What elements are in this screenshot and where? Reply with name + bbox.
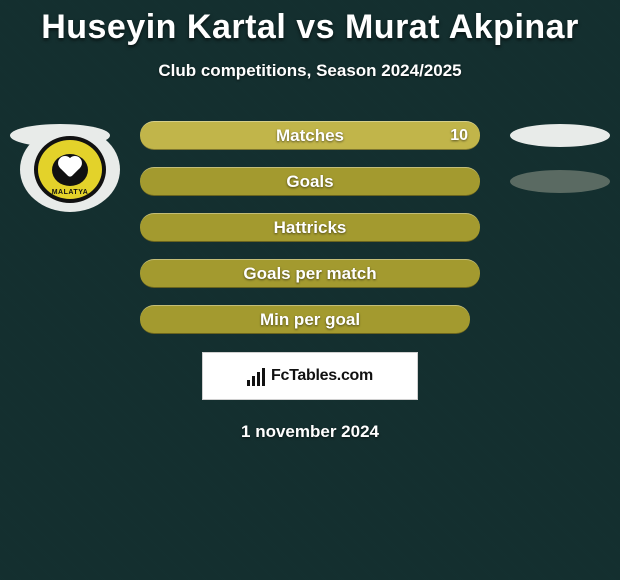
infographic-content: Huseyin Kartal vs Murat Akpinar Club com… (0, 0, 620, 580)
club-badge-left: MALATYA (20, 127, 120, 212)
subtitle: Club competitions, Season 2024/2025 (158, 61, 461, 81)
stat-bar-fill (140, 213, 480, 242)
fctables-logo-icon (247, 368, 265, 386)
stat-bar: Hattricks (140, 213, 480, 242)
player-right-marker (510, 170, 610, 193)
page-title: Huseyin Kartal vs Murat Akpinar (41, 8, 579, 47)
stat-row: MALATYAGoals (0, 167, 620, 196)
stat-bar: Matches10 (140, 121, 480, 150)
date-label: 1 november 2024 (241, 422, 379, 442)
stat-row: Min per goal (0, 305, 620, 334)
stat-row: Goals per match (0, 259, 620, 288)
stat-bar: Goals (140, 167, 480, 196)
source-text: FcTables.com (271, 367, 373, 385)
stat-value-right: 10 (450, 127, 468, 145)
stat-bar: Min per goal (140, 305, 480, 334)
stat-bar-fill (140, 259, 480, 288)
stat-bar-fill (140, 121, 480, 150)
source-attribution: FcTables.com (202, 352, 418, 400)
stat-row: Hattricks (0, 213, 620, 242)
stat-bar-fill (140, 167, 480, 196)
player-right-marker (510, 124, 610, 147)
comparison-chart: Matches10MALATYAGoalsHattricksGoals per … (0, 121, 620, 334)
stat-bar: Goals per match (140, 259, 480, 288)
stat-bar-fill (140, 305, 470, 334)
